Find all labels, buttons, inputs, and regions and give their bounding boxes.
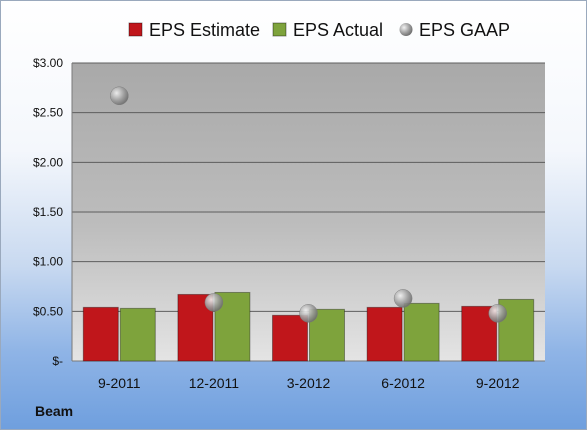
y-tick-label: $2.50	[33, 106, 63, 120]
y-tick-label: $0.50	[33, 304, 63, 318]
y-axis-ticks: $- $0.50 $1.00 $1.50 $2.00 $2.50 $3.00	[33, 56, 63, 368]
bar-eps-actual	[119, 307, 156, 362]
legend-swatch	[399, 23, 413, 36]
y-tick-label: $2.00	[33, 155, 63, 169]
marker-eps-gaap	[393, 289, 413, 308]
marker-eps-gaap	[299, 304, 318, 323]
x-axis-categories: 9-2011 12-2011 3-2012 6-2012 9-2012	[98, 375, 520, 391]
bars	[82, 291, 535, 362]
bar-eps-estimate	[366, 306, 403, 362]
x-category-label: 9-2012	[476, 375, 520, 391]
bar-eps-estimate	[272, 314, 308, 362]
x-category-label: 6-2012	[381, 375, 425, 391]
legend-label: EPS GAAP	[419, 20, 510, 40]
y-tick-label: $1.50	[33, 205, 63, 219]
gaap-markers	[110, 86, 507, 323]
x-category-label: 3-2012	[287, 375, 331, 391]
legend-label: EPS Estimate	[149, 20, 260, 40]
legend-label: EPS Actual	[293, 20, 383, 40]
legend-swatch	[128, 22, 143, 37]
company-label: Beam	[35, 403, 73, 419]
marker-eps-gaap	[488, 304, 507, 323]
legend-swatch	[272, 22, 287, 37]
legend: EPS Estimate EPS Actual EPS GAAP	[128, 20, 510, 40]
bar-eps-estimate	[82, 306, 119, 362]
y-tick-label: $-	[52, 354, 63, 368]
bar-eps-actual	[403, 302, 440, 362]
marker-eps-gaap	[204, 293, 224, 312]
y-tick-label: $3.00	[33, 56, 63, 70]
x-category-label: 9-2011	[98, 375, 141, 391]
y-tick-label: $1.00	[33, 255, 63, 269]
x-category-label: 12-2011	[189, 375, 240, 391]
marker-eps-gaap	[110, 86, 129, 106]
